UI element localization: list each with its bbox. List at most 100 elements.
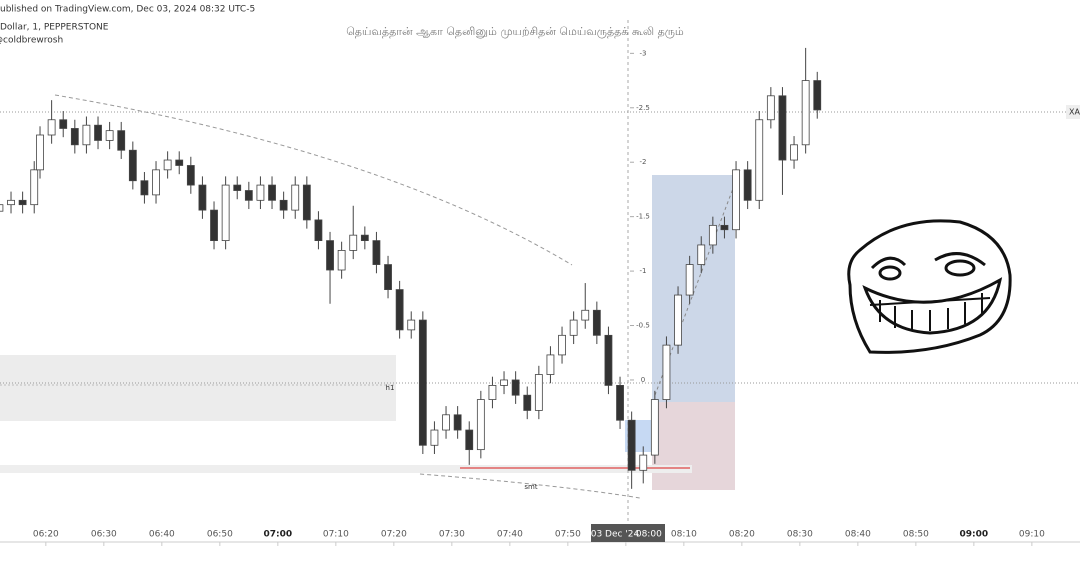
- candle-body: [128, 149, 137, 182]
- candle-body: [534, 374, 543, 411]
- candle-body: [140, 180, 149, 196]
- candle-body: [384, 264, 392, 290]
- x-tick-label: 08:10: [671, 530, 697, 540]
- x-tick-label: 09:10: [1019, 530, 1045, 540]
- candle-body: [627, 419, 636, 471]
- candle-body: [778, 95, 787, 161]
- x-tick-label: 08:30: [787, 530, 813, 540]
- candle-body: [430, 429, 439, 446]
- candle-body: [36, 134, 44, 171]
- candle-body: [662, 344, 671, 400]
- header: ublished on TradingView.com, Dec 03, 202…: [0, 5, 255, 15]
- candle-body: [349, 234, 358, 251]
- candle-body: [442, 414, 450, 431]
- candle-body: [755, 119, 764, 201]
- candle-body: [639, 454, 648, 471]
- y-tick-label: -1: [640, 267, 647, 275]
- candle-body: [604, 334, 613, 386]
- candle-body: [7, 199, 15, 206]
- candle-body: [105, 130, 114, 141]
- candle-body: [18, 199, 27, 206]
- candle-body: [175, 159, 184, 166]
- x-tick-label: 07:30: [439, 530, 465, 540]
- candle-body: [720, 224, 729, 231]
- y-tick-label: -2: [640, 158, 647, 166]
- candle-body: [813, 80, 822, 111]
- trend-curve: [54, 94, 573, 266]
- projection-line: [654, 169, 741, 396]
- candle-body: [732, 169, 740, 231]
- x-tick-label: 06:40: [149, 530, 175, 540]
- candle-body: [476, 399, 485, 451]
- candle-body: [372, 240, 381, 265]
- candle-body: [581, 309, 590, 321]
- x-tick-label: 06:30: [91, 530, 117, 540]
- chart-title: தெய்வத்தான் ஆகா தெனினும் முயற்சிதன் மெய்…: [346, 25, 684, 38]
- x-tick-label: 08:50: [903, 530, 929, 540]
- x-tick-label: 08:40: [845, 530, 871, 540]
- candle-body: [326, 240, 334, 271]
- x-tick-label: 07:10: [323, 530, 349, 540]
- candle-body: [0, 204, 4, 212]
- candle-body: [314, 219, 323, 242]
- candle-body: [650, 399, 659, 456]
- crosshair-label-box: [591, 524, 665, 542]
- x-tick-label: 06:20: [33, 530, 59, 540]
- candle-body: [233, 184, 242, 191]
- candle-body: [616, 385, 624, 421]
- candle-body: [592, 309, 601, 336]
- candle-body: [697, 244, 706, 265]
- x-tick-label: 07:40: [497, 530, 523, 540]
- price-tag-box: [1066, 105, 1080, 119]
- y-tick-label: 0: [641, 376, 645, 384]
- candle-body: [418, 319, 427, 446]
- y-tick-label: -2.5: [636, 104, 650, 112]
- candle-body: [47, 119, 56, 136]
- candle-body: [674, 294, 682, 346]
- x-tick-label: 09:00: [960, 530, 989, 540]
- annotation: h1: [386, 384, 395, 392]
- candle-body: [801, 80, 810, 146]
- candle-body: [546, 354, 555, 375]
- candle-body: [198, 184, 207, 211]
- candle-body: [70, 128, 79, 146]
- candle-body: [453, 414, 462, 431]
- y-tick-label: -0.5: [636, 322, 650, 330]
- candle-body: [395, 289, 404, 331]
- y-tick-label: -3: [640, 49, 647, 57]
- candle-body: [210, 209, 218, 242]
- candle-body: [790, 144, 798, 161]
- candle-body: [186, 165, 195, 186]
- candle-body: [244, 190, 253, 201]
- candle-body: [268, 184, 276, 201]
- candle-body: [465, 429, 474, 451]
- candle-body: [59, 119, 68, 129]
- level-zone: [0, 465, 692, 473]
- candle-body: [291, 184, 300, 211]
- x-tick-label: 07:20: [381, 530, 407, 540]
- candle-body: [221, 184, 230, 242]
- annotation: smt: [524, 483, 537, 491]
- candle-body: [708, 224, 717, 246]
- candle-body: [766, 95, 775, 121]
- candle-body: [407, 319, 416, 331]
- x-tick-label: 08:00: [636, 530, 662, 540]
- candle-body: [117, 130, 126, 151]
- candle-body: [152, 169, 160, 196]
- candle-body: [488, 385, 497, 400]
- y-tick-label: -1.5: [636, 213, 650, 221]
- candle-body: [163, 159, 172, 171]
- candle-body: [511, 379, 520, 396]
- candle-body: [94, 124, 102, 141]
- candle-body: [523, 394, 532, 411]
- x-tick-label: 07:00: [264, 530, 293, 540]
- candle-body: [30, 169, 39, 206]
- candle-body: [500, 379, 508, 386]
- candle-body: [337, 250, 346, 271]
- crosshair-date: 03 Dec '24: [591, 530, 640, 540]
- author: @coldbrewrosh: [0, 36, 63, 46]
- x-tick-label: 07:50: [555, 530, 581, 540]
- candle-body: [569, 319, 578, 336]
- candle-body: [685, 264, 694, 296]
